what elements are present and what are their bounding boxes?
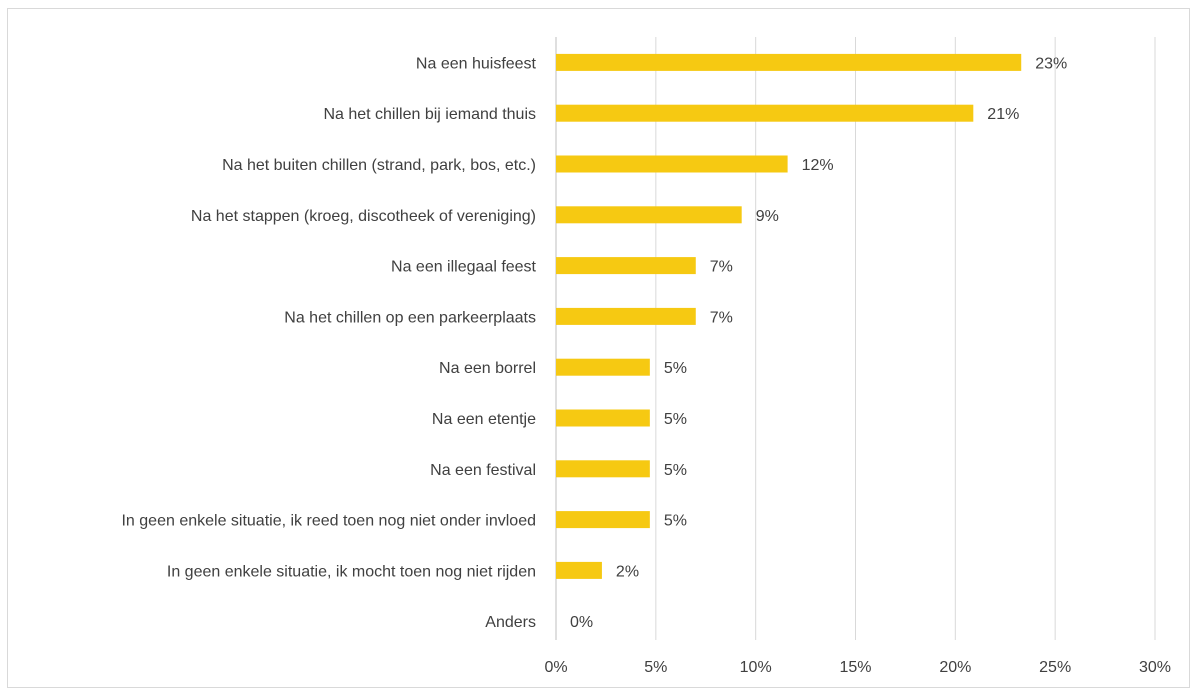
x-tick-label: 0% <box>544 659 567 676</box>
gridlines <box>555 37 1156 640</box>
bar <box>556 53 1022 71</box>
x-tick-label: 10% <box>740 659 772 676</box>
data-label: 9% <box>756 208 779 225</box>
category-label: Na een borrel <box>439 360 536 377</box>
data-label: 12% <box>802 157 834 174</box>
x-tick-label: 15% <box>839 659 871 676</box>
data-label: 5% <box>664 462 687 479</box>
bar <box>556 511 650 529</box>
bar <box>556 257 696 275</box>
data-label: 7% <box>710 259 733 276</box>
bar <box>556 155 788 173</box>
x-tick-label: 5% <box>644 659 667 676</box>
data-label: 0% <box>570 614 593 631</box>
data-label: 21% <box>987 106 1019 123</box>
category-labels: Na een huisfeest Na het chillen bij ieman… <box>121 55 536 631</box>
category-label: In geen enkele situatie, ik mocht toen n… <box>167 563 536 580</box>
x-tick-label: 30% <box>1139 659 1171 676</box>
data-label: 7% <box>710 309 733 326</box>
bars <box>556 53 1022 579</box>
data-label: 5% <box>664 513 687 530</box>
bar <box>556 307 696 325</box>
category-label: Na het chillen op een parkeerplaats <box>284 309 536 326</box>
data-labels: 23% 21% 12% 9% 7% 7% 5% 5% 5% 5% 2% 0% <box>570 55 1067 631</box>
data-label: 5% <box>664 411 687 428</box>
data-label: 23% <box>1035 55 1067 72</box>
bar <box>556 409 650 427</box>
category-label: Na het chillen bij iemand thuis <box>323 106 536 123</box>
bar <box>556 358 650 376</box>
bar <box>556 104 974 122</box>
bar <box>556 561 602 579</box>
category-label: Na het stappen (kroeg, discotheek of ver… <box>191 208 536 225</box>
category-label: Anders <box>485 614 536 631</box>
category-label: Na een huisfeest <box>416 55 537 72</box>
category-label: Na het buiten chillen (strand, park, bos… <box>222 157 536 174</box>
category-label: Na een etentje <box>432 411 536 428</box>
bar <box>556 206 742 224</box>
data-label: 2% <box>616 563 639 580</box>
category-label: Na een festival <box>430 462 536 479</box>
x-tick-label: 20% <box>939 659 971 676</box>
category-label: In geen enkele situatie, ik reed toen no… <box>121 513 536 530</box>
x-axis-tick-labels: 0% 5% 10% 15% 20% 25% 30% <box>544 659 1171 676</box>
category-label: Na een illegaal feest <box>391 259 537 276</box>
x-tick-label: 25% <box>1039 659 1071 676</box>
data-label: 5% <box>664 360 687 377</box>
bar <box>556 460 650 478</box>
